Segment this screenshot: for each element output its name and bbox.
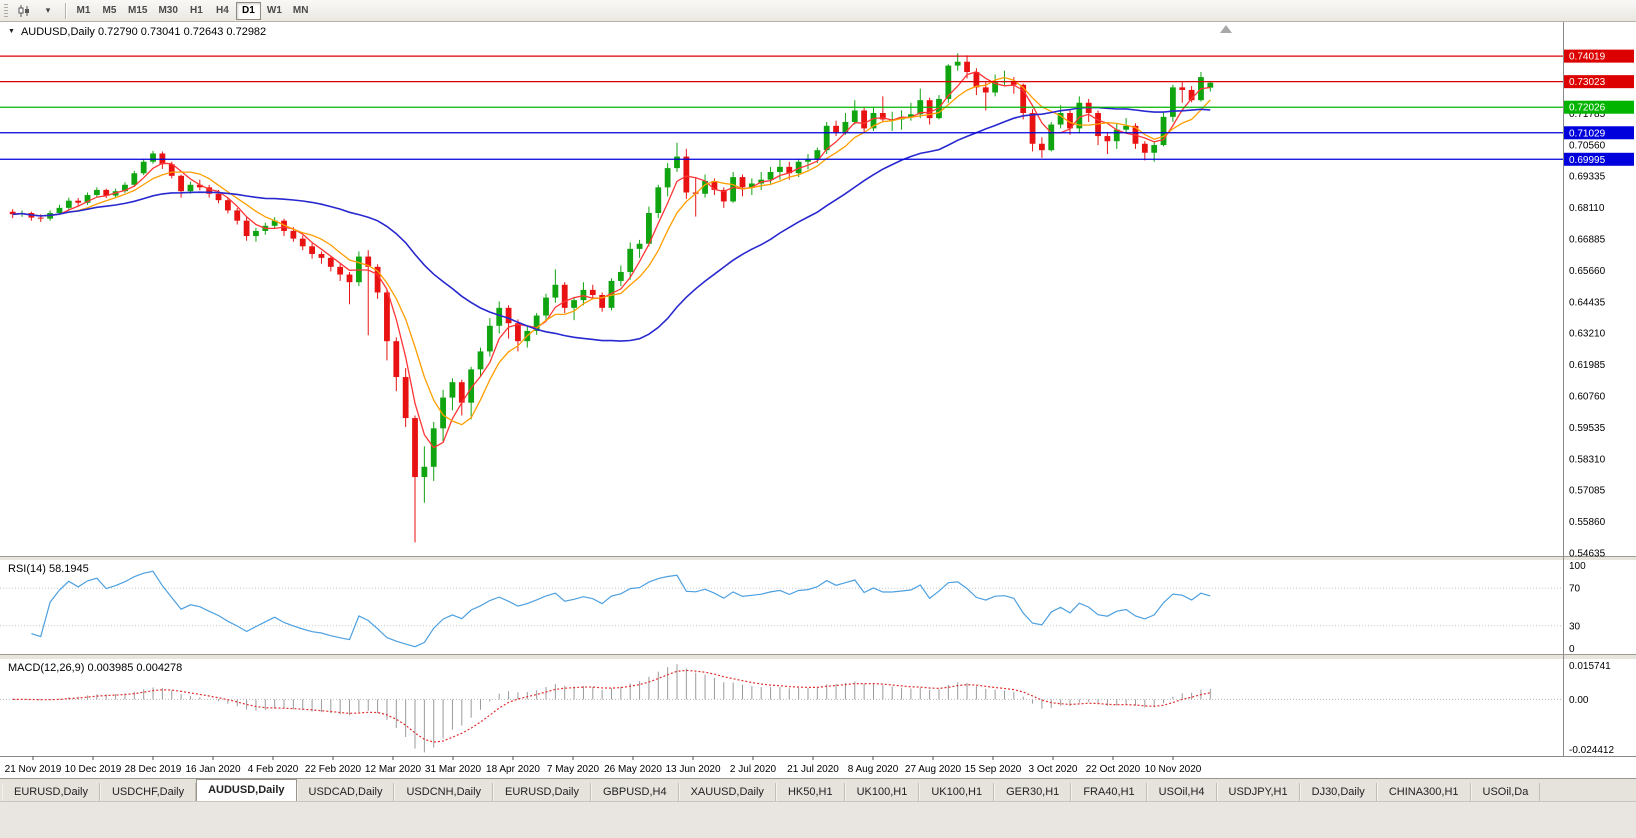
svg-text:3 Oct 2020: 3 Oct 2020: [1029, 764, 1078, 775]
svg-text:0.69995: 0.69995: [1569, 155, 1606, 166]
chart-tab-FRA40-H1[interactable]: FRA40,H1: [1071, 783, 1147, 801]
candlestick-glyph: [18, 4, 29, 17]
chart-tab-XAUUSD-Daily[interactable]: XAUUSD,Daily: [678, 783, 776, 801]
svg-text:0.69335: 0.69335: [1569, 172, 1606, 183]
svg-text:18 Apr 2020: 18 Apr 2020: [486, 764, 540, 775]
svg-text:0.57085: 0.57085: [1569, 486, 1606, 497]
svg-text:0.68110: 0.68110: [1569, 203, 1605, 214]
moving-average-lines: [12, 70, 1211, 449]
chart-tab-USDJPY-H1[interactable]: USDJPY,H1: [1216, 783, 1300, 801]
date-axis: 21 Nov 2019 10 Dec 2019 28 Dec 2019 16 Jan …: [5, 756, 1202, 775]
timeframe-button-group: M1 M5 M15 M30 H1 H4 D1 W1 MN: [71, 1, 313, 20]
svg-text:0.71785: 0.71785: [1569, 109, 1606, 120]
svg-text:0.55860: 0.55860: [1569, 517, 1606, 528]
timeframe-button-MN[interactable]: MN: [292, 5, 309, 16]
chart-tab-AUDUSD-Daily[interactable]: AUDUSD,Daily: [196, 779, 297, 801]
svg-text:26 May 2020: 26 May 2020: [604, 764, 662, 775]
price-axis-labels: 0.71785 0.70560 0.69335 0.68110 0.66885 0.656…: [1569, 109, 1606, 560]
chart-tab-UK100-H1[interactable]: UK100,H1: [919, 783, 995, 801]
chart-canvas[interactable]: 0.71785 0.70560 0.69335 0.68110 0.66885 0.656…: [0, 22, 1636, 778]
svg-text:0.63210: 0.63210: [1569, 329, 1606, 340]
svg-text:0.58310: 0.58310: [1569, 454, 1606, 465]
chart-tab-USOil-H4[interactable]: USOil,H4: [1146, 783, 1217, 801]
chart-tab-EURUSD-Daily[interactable]: EURUSD,Daily: [2, 783, 100, 801]
svg-text:0.65660: 0.65660: [1569, 266, 1606, 277]
chart-frame: [0, 22, 1636, 778]
svg-text:8 Aug 2020: 8 Aug 2020: [848, 764, 899, 775]
timeframe-button-D1[interactable]: D1: [235, 1, 261, 20]
svg-text:31 Mar 2020: 31 Mar 2020: [425, 764, 482, 775]
svg-text:22 Oct 2020: 22 Oct 2020: [1086, 764, 1141, 775]
timeframe-button-H1[interactable]: H1: [190, 5, 203, 16]
chart-tab-CHINA300-H1[interactable]: CHINA300,H1: [1376, 783, 1471, 801]
svg-text:7 May 2020: 7 May 2020: [547, 764, 600, 775]
svg-text:12 Mar 2020: 12 Mar 2020: [365, 764, 422, 775]
svg-text:27 Aug 2020: 27 Aug 2020: [905, 764, 962, 775]
svg-text:21 Jul 2020: 21 Jul 2020: [787, 764, 839, 775]
timeframe-button-M1[interactable]: M1: [76, 5, 91, 16]
svg-text:0.015741: 0.015741: [1569, 661, 1611, 672]
rsi-panel: 100 70 30 0: [0, 561, 1586, 655]
svg-text:30: 30: [1569, 621, 1581, 632]
svg-text:0.00: 0.00: [1569, 695, 1589, 706]
svg-text:13 Jun 2020: 13 Jun 2020: [665, 764, 720, 775]
horizontal-level-lines[interactable]: 0.74019 0.73023 0.72026 0.71029 0.69995: [0, 49, 1634, 166]
timeframe-button-M30[interactable]: M30: [158, 5, 178, 16]
svg-text:15 Sep 2020: 15 Sep 2020: [965, 764, 1022, 775]
rsi-indicator-label: RSI(14) 58.1945: [8, 563, 89, 575]
timeframe-button-H4[interactable]: H4: [216, 5, 229, 16]
timeframe-button-M5[interactable]: M5: [102, 5, 117, 16]
svg-text:0.61985: 0.61985: [1569, 360, 1606, 371]
ohlc-text: AUDUSD,Daily 0.72790 0.73041 0.72643 0.7…: [20, 26, 267, 38]
svg-text:16 Jan 2020: 16 Jan 2020: [185, 764, 240, 775]
svg-text:10 Nov 2020: 10 Nov 2020: [1145, 764, 1202, 775]
chart-tab-HK50-H1[interactable]: HK50,H1: [775, 783, 845, 801]
svg-text:0.60760: 0.60760: [1569, 392, 1606, 403]
svg-text:0: 0: [1569, 644, 1575, 655]
svg-text:22 Feb 2020: 22 Feb 2020: [305, 764, 362, 775]
timeframe-button-W1[interactable]: W1: [266, 5, 282, 16]
collapse-icon[interactable]: ▼: [8, 28, 15, 35]
toolbar-separator: [65, 2, 66, 19]
svg-text:0.59535: 0.59535: [1569, 423, 1606, 434]
chart-tab-USDCNH-Daily[interactable]: USDCNH,Daily: [394, 783, 494, 801]
svg-text:0.66885: 0.66885: [1569, 235, 1606, 246]
svg-text:-0.024412: -0.024412: [1569, 745, 1614, 756]
svg-text:0.71029: 0.71029: [1569, 128, 1606, 139]
svg-text:0.74019: 0.74019: [1569, 52, 1606, 63]
chart-tab-GBPUSD-H4[interactable]: GBPUSD,H4: [591, 783, 679, 801]
macd-panel: 0.015741 0.00 -0.024412: [0, 661, 1614, 756]
svg-text:0.64435: 0.64435: [1569, 297, 1606, 308]
chart-tab-USDCAD-Daily[interactable]: USDCAD,Daily: [296, 783, 395, 801]
chart-shift-marker[interactable]: [1220, 25, 1232, 33]
svg-text:0.73023: 0.73023: [1569, 77, 1606, 88]
svg-text:10 Dec 2019: 10 Dec 2019: [65, 764, 122, 775]
chart-tab-USDCHF-Daily[interactable]: USDCHF,Daily: [99, 783, 197, 801]
chart-tab-bar: EURUSD,Daily USDCHF,Daily AUDUSD,Daily USDC…: [0, 778, 1636, 801]
chart-tab-GER30-H1[interactable]: GER30,H1: [994, 783, 1072, 801]
chart-tab-EURUSD-Daily[interactable]: EURUSD,Daily: [493, 783, 591, 801]
svg-text:4 Feb 2020: 4 Feb 2020: [248, 764, 299, 775]
status-strip: [0, 801, 1636, 838]
chart-ohlc-title: ▼ AUDUSD,Daily 0.72790 0.73041 0.72643 0.…: [8, 26, 266, 38]
svg-text:2 Jul 2020: 2 Jul 2020: [730, 764, 777, 775]
svg-text:100: 100: [1569, 561, 1586, 572]
svg-text:0.54635: 0.54635: [1569, 549, 1606, 560]
chart-tab-USOil-Da[interactable]: USOil,Da: [1470, 783, 1541, 801]
svg-text:0.70560: 0.70560: [1569, 140, 1606, 151]
svg-text:0.72026: 0.72026: [1569, 103, 1606, 114]
svg-text:70: 70: [1569, 584, 1581, 595]
svg-text:21 Nov 2019: 21 Nov 2019: [5, 764, 62, 775]
chart-tab-UK100-H1[interactable]: UK100,H1: [844, 783, 920, 801]
svg-text:28 Dec 2019: 28 Dec 2019: [125, 764, 182, 775]
timeframe-button-M15[interactable]: M15: [128, 5, 148, 16]
chart-dropdown-icon[interactable]: ▾: [45, 5, 51, 15]
chart-window: 0.71785 0.70560 0.69335 0.68110 0.66885 0.656…: [0, 22, 1636, 778]
chart-type-icon[interactable]: [12, 1, 36, 21]
toolbar-grip[interactable]: [4, 3, 8, 18]
chart-tab-DJ30-Daily[interactable]: DJ30,Daily: [1299, 783, 1377, 801]
top-toolbar: ▾ M1 M5 M15 M30 H1 H4 D1 W1 MN: [0, 0, 1636, 22]
macd-indicator-label: MACD(12,26,9) 0.003985 0.004278: [8, 662, 183, 674]
